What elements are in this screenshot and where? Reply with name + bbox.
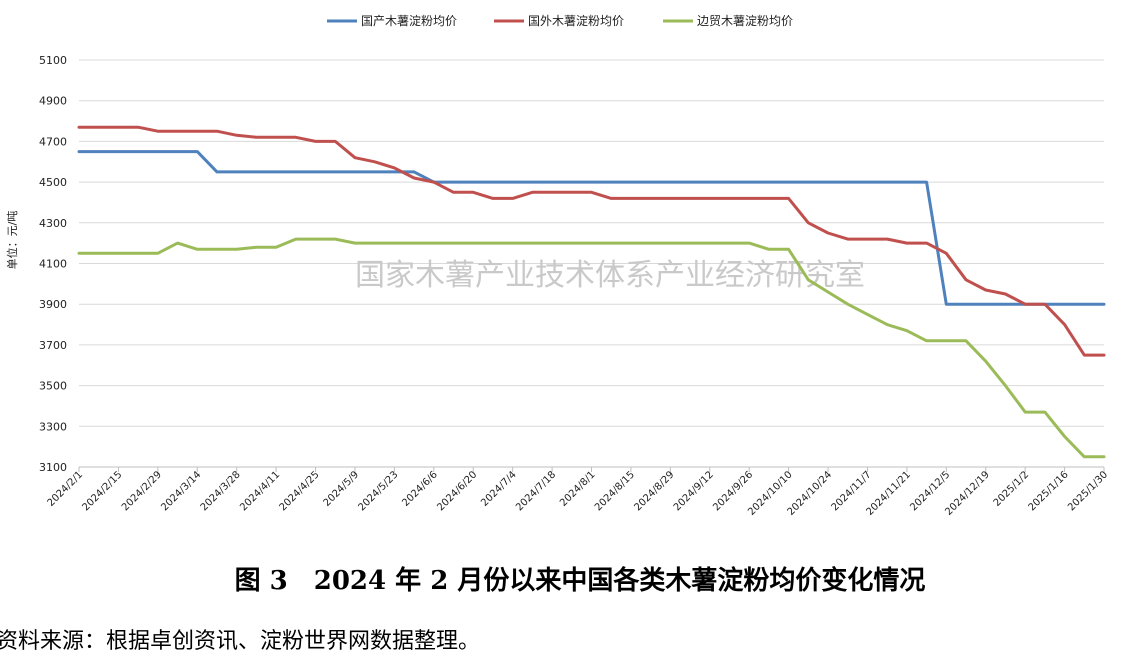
y-tick-label: 3100 bbox=[39, 461, 67, 474]
x-tick-label: 2024/3/14 bbox=[159, 469, 203, 513]
x-tick-label: 2024/2/29 bbox=[120, 469, 164, 513]
x-tick-label: 2025/1/16 bbox=[1027, 469, 1071, 513]
y-axis-label: 单位：元/吨 bbox=[5, 211, 19, 270]
y-tick-label: 5100 bbox=[39, 54, 67, 67]
legend-label-3: 边贸木薯淀粉均价 bbox=[697, 14, 793, 28]
series-line-2 bbox=[77, 125, 1106, 357]
x-tick-labels: 2024/2/12024/2/152024/2/292024/3/142024/… bbox=[46, 469, 1111, 518]
y-tick-label: 3300 bbox=[39, 420, 67, 433]
y-tick-label: 4100 bbox=[39, 258, 67, 271]
gridlines bbox=[79, 59, 1104, 427]
x-tick-label: 2024/4/25 bbox=[278, 469, 322, 513]
watermark: 国家木薯产业技术体系产业经济研究室 bbox=[355, 258, 865, 293]
series-lines bbox=[77, 125, 1106, 459]
y-tick-label: 3500 bbox=[39, 380, 67, 393]
y-tick-labels: 3100 3300 3500 3700 3900 4100 4300 4500 4700 4900… bbox=[39, 54, 67, 474]
y-tick-label: 4700 bbox=[39, 135, 67, 148]
y-tick-label: 4300 bbox=[39, 217, 67, 230]
x-tick-label: 2024/7/18 bbox=[514, 469, 558, 513]
axes bbox=[78, 466, 1105, 472]
y-tick-label: 4500 bbox=[39, 176, 67, 189]
y-tick-label: 3700 bbox=[39, 339, 67, 352]
x-tick-label: 2025/1/30 bbox=[1066, 469, 1110, 513]
x-tick-label: 2024/7/4 bbox=[479, 469, 519, 509]
x-tick-label: 2024/2/1 bbox=[46, 469, 86, 509]
y-tick-label: 3900 bbox=[39, 298, 67, 311]
x-tick-label: 2024/8/15 bbox=[593, 469, 637, 513]
x-tick-label: 2024/3/28 bbox=[199, 469, 243, 513]
x-tick-label: 2024/9/12 bbox=[672, 469, 716, 513]
series-line-1 bbox=[77, 150, 1106, 306]
x-tick-label: 2024/8/29 bbox=[632, 469, 676, 513]
legend-label-1: 国产木薯淀粉均价 bbox=[361, 14, 457, 28]
y-tick-label: 4900 bbox=[39, 95, 67, 108]
legend-label-2: 国外木薯淀粉均价 bbox=[528, 14, 624, 28]
x-tick-label: 2024/8/1 bbox=[558, 469, 598, 509]
x-tick-label: 2024/6/6 bbox=[400, 469, 440, 509]
x-tick-label: 2024/2/15 bbox=[81, 469, 125, 513]
series-line-3 bbox=[77, 237, 1106, 459]
x-tick-label: 2024/5/9 bbox=[322, 469, 362, 509]
legend: 国产木薯淀粉均价 国外木薯淀粉均价 边贸木薯淀粉均价 bbox=[327, 14, 793, 28]
source-note: 资料来源：根据卓创资讯、淀粉世界网数据整理。 bbox=[0, 629, 481, 654]
x-tick-label: 2025/1/2 bbox=[992, 469, 1032, 509]
x-tick-label: 2024/4/11 bbox=[238, 469, 282, 513]
x-tick-label: 2024/5/23 bbox=[356, 469, 400, 513]
figure-caption: 图 3 2024 年 2 月份以来中国各类木薯淀粉均价变化情况 bbox=[234, 566, 926, 596]
x-tick-label: 2024/6/20 bbox=[435, 469, 479, 513]
line-chart: 国家木薯产业技术体系产业经济研究室 3100 3300 3500 3700 3900 41… bbox=[5, 14, 1111, 518]
